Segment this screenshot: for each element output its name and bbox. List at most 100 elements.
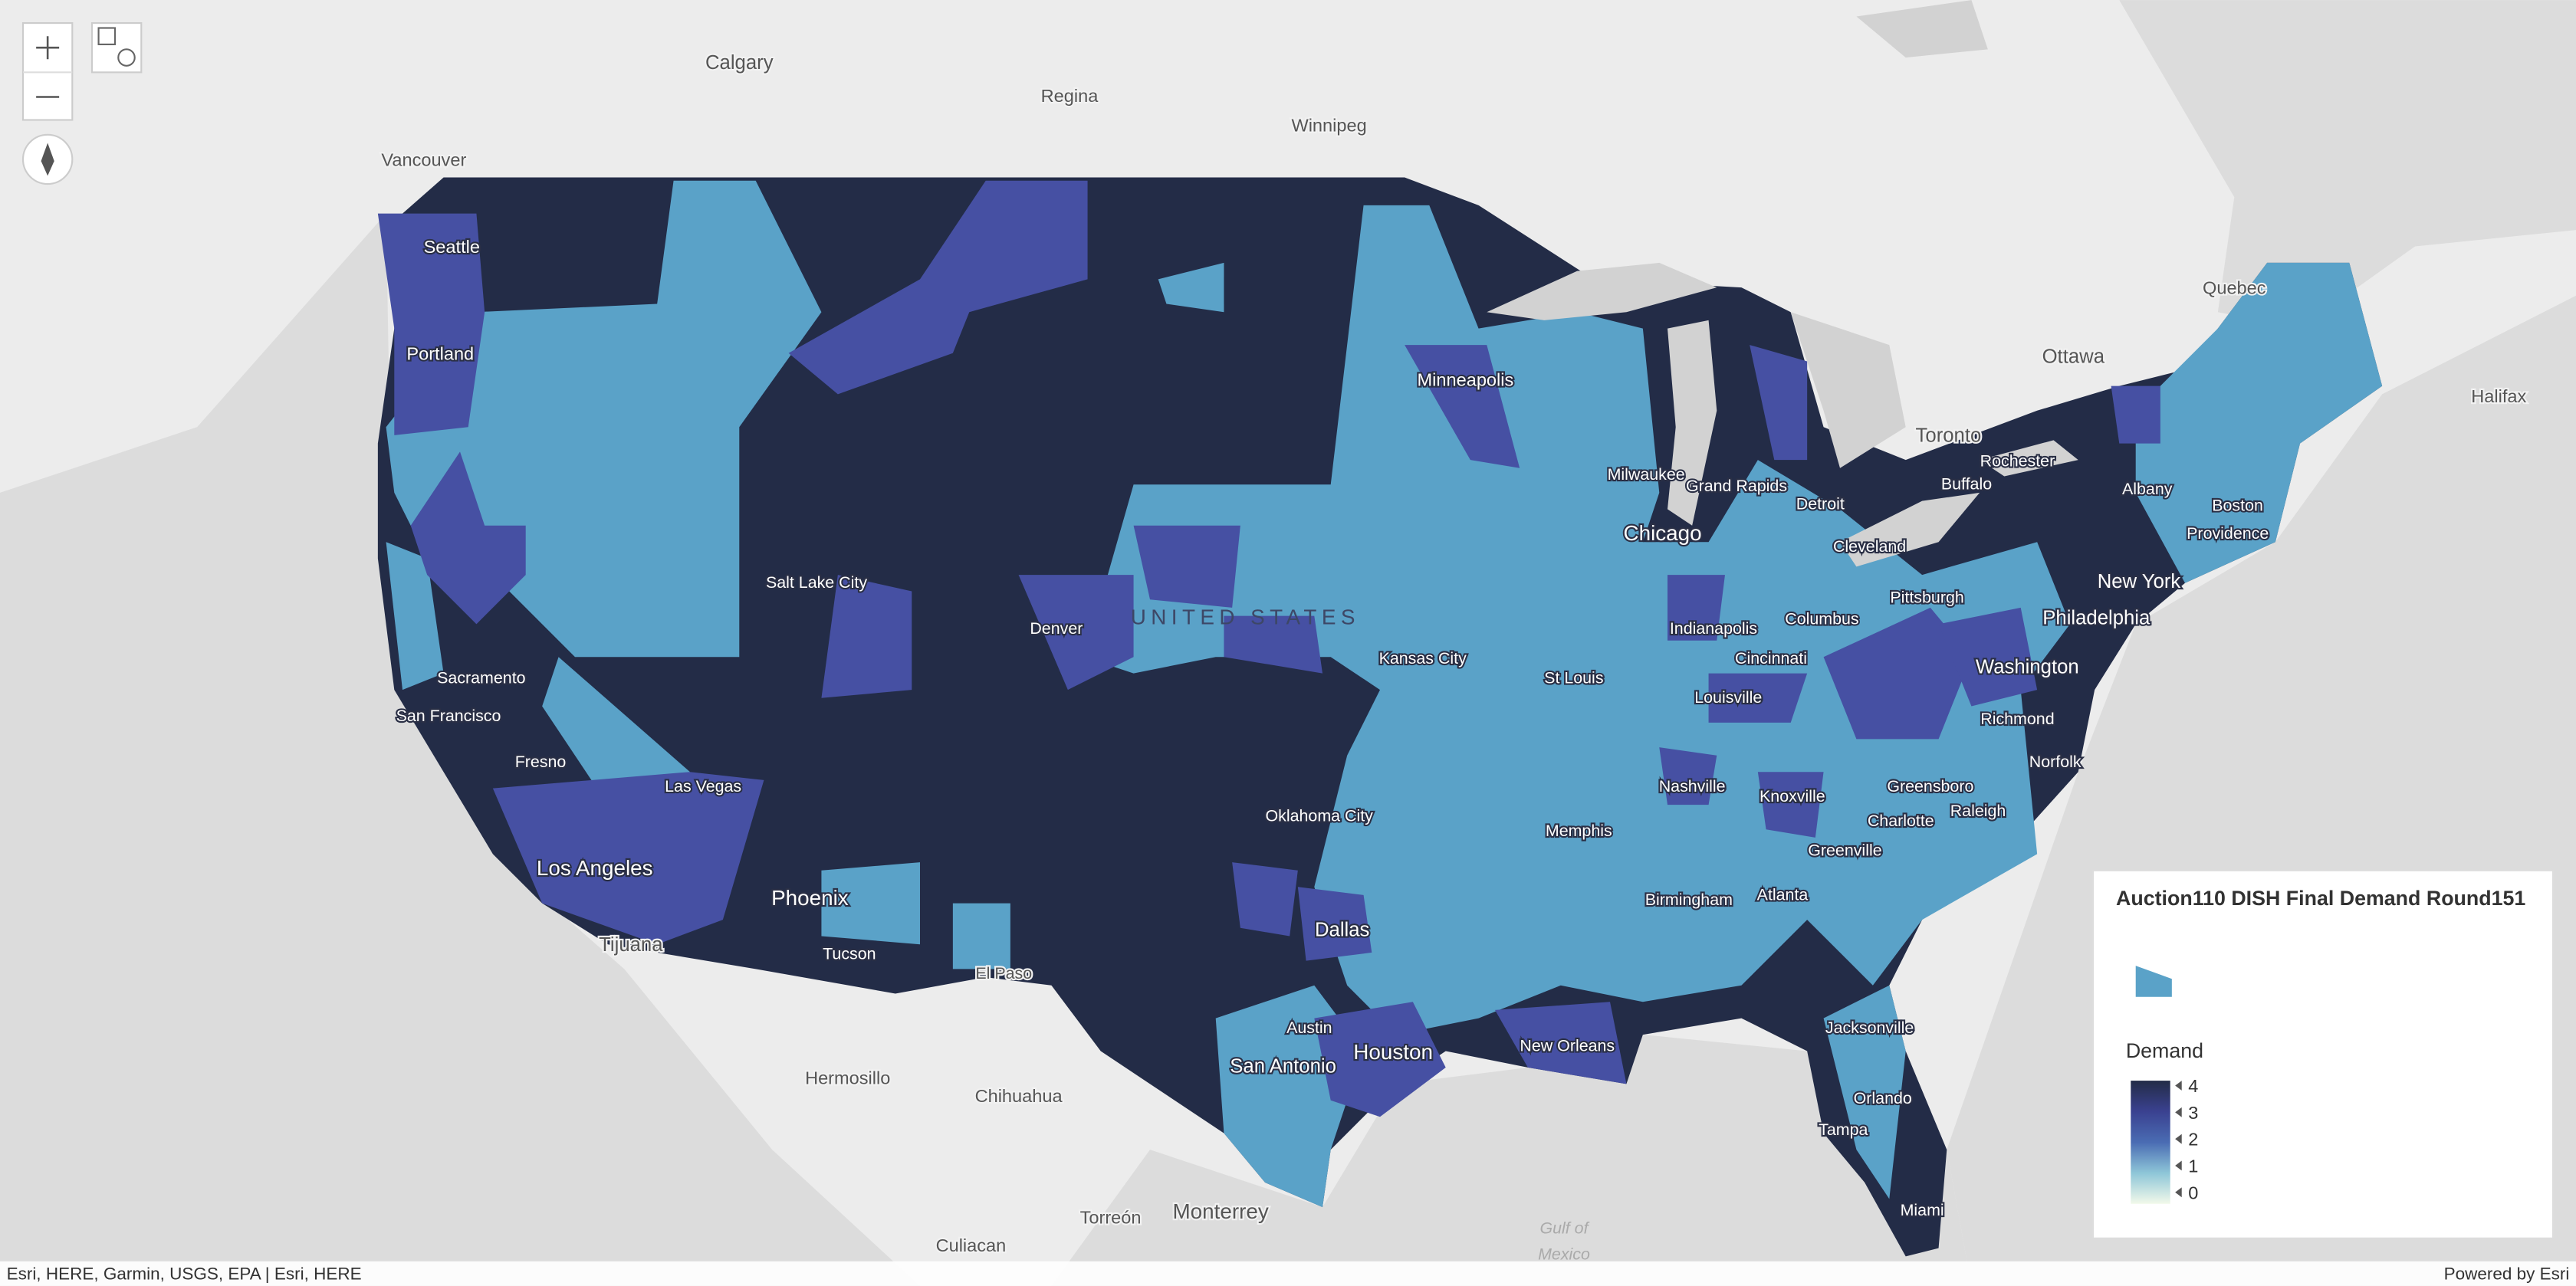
city-label: Cleveland [1833,537,1906,556]
city-label: Albany [2122,480,2173,498]
tick-marker [2175,1133,2182,1144]
city-label: Sacramento [437,668,525,687]
city-label: Detroit [1796,494,1845,513]
region [1757,772,1824,838]
zoom-control [21,22,74,121]
powered-by: Powered by Esri [2444,1264,2570,1283]
region [821,575,912,698]
zoom-in-icon [36,36,60,60]
region [386,542,444,691]
city-label: Denver [1030,619,1083,638]
great-lakes [1487,0,2078,567]
city-label: Richmond [1980,710,2054,728]
compass[interactable] [21,133,74,185]
icon [117,48,136,67]
lake [1668,320,1717,526]
city-label: Dallas [1315,920,1369,941]
city-label: Jacksonville [1825,1019,1914,1037]
legend-title-box: Auction110 DISH Final Demand Round151 [2116,887,2526,910]
city-label: Hermosillo [805,1068,890,1088]
lake [1487,262,1717,320]
tick-marker [2175,1107,2182,1117]
gulf [1051,1035,1972,1286]
city-label: Norfolk [2029,753,2082,771]
legend-title: Auction110 DISH Final Demand Round151 [2116,887,2526,910]
city-label: Indianapolis [1670,619,1757,638]
lake [1856,0,1988,58]
region [377,213,485,435]
zoom-in[interactable] [36,36,60,60]
city-label: Columbus [1785,609,1858,628]
needle [41,143,54,176]
city-label: Louisville [1694,688,1762,707]
city-label: Pittsburgh [1890,588,1963,606]
region [1708,673,1808,723]
legend-swatch [2135,966,2172,997]
north-water [2119,0,2576,329]
country-label: UNITED STATES [1131,605,1360,628]
city-label: Toronto [1916,425,1982,446]
city-label: San Antonio [1230,1055,1336,1077]
city-label: Monterrey [1172,1199,1268,1223]
city-label: Las Vegas [665,777,741,796]
city-label: Halifax [2471,386,2526,406]
medium-regions [377,180,2160,1117]
city-label: Atlanta [1757,885,1809,904]
region [1495,1002,1627,1084]
city-label: Winnipeg [1291,116,1366,136]
region [952,903,1010,969]
city-label: Greenville [1808,841,1881,860]
city-label: Chicago [1623,521,1701,545]
city-label: Calgary [705,52,774,74]
lake [1840,492,1980,567]
tick-label: 0 [2188,1183,2198,1202]
city-label: Seattle [424,237,480,257]
city-labels: Calgary Regina Winnipeg Vancouver Seattle Por… [380,51,2528,1257]
region [1750,345,1808,461]
tick-label: 3 [2188,1103,2198,1123]
city-label: Orlando [1854,1089,1912,1107]
city-label: Culiacan [936,1235,1007,1255]
city-label: Oklahoma City [1266,807,1374,825]
city-label: New York [2098,571,2181,592]
legend-ticks: 4 3 2 1 0 [2175,1076,2198,1202]
lake [1980,440,2078,477]
city-label: Nashville [1659,777,1726,796]
region [1133,525,1240,608]
lake [1790,312,1906,468]
region [788,180,1088,395]
color-ramp [2131,1081,2170,1204]
region [2135,262,2383,583]
region [821,862,920,945]
city-label: Memphis [1546,822,1612,840]
tick-marker [2175,1081,2182,1091]
region [492,772,764,945]
region [1314,1002,1446,1117]
city-label: Regina [1041,86,1099,106]
city-label: Kansas City [1379,649,1467,668]
city-label: Boston [2212,496,2263,514]
attribution: Esri, HERE, Garmin, USGS, EPA | Esri, HE… [7,1264,362,1283]
city-label: Ottawa [2042,346,2105,368]
city-label: Phoenix [771,886,849,910]
region [410,451,526,625]
region [1158,262,1224,313]
city-label: Birmingham [1645,891,1733,909]
city-label: Houston [1353,1040,1433,1064]
basemap-toggle[interactable] [90,22,143,74]
region [1668,575,1725,641]
city-label: Knoxville [1760,787,1825,805]
city-label: San Francisco [396,707,501,725]
region [1659,747,1717,805]
city-label: Los Angeles [537,856,653,880]
city-label: Vancouver [381,150,466,170]
city-label: Chihuahua [975,1086,1063,1106]
tick-label: 2 [2188,1130,2198,1150]
pacific [0,213,920,1286]
city-label: Rochester [1980,452,2055,471]
icon [97,27,117,46]
legend-field: Demand [2126,1039,2203,1062]
city-label: El Paso [975,964,1032,983]
tick-label: 4 [2188,1076,2198,1096]
